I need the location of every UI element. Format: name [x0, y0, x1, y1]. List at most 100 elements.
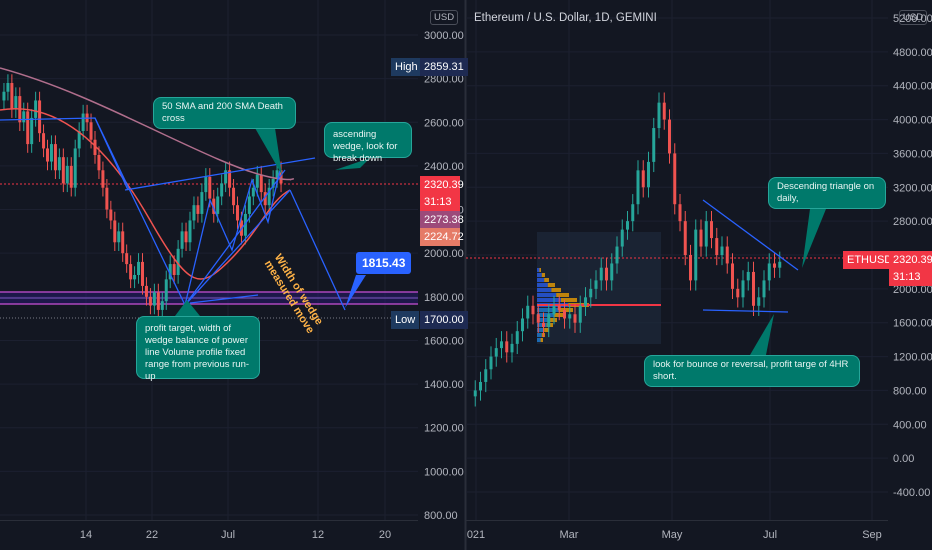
countdown-tag: 31:13 — [420, 193, 460, 211]
right-candle-body — [662, 102, 666, 120]
left-candle-body — [113, 220, 117, 243]
left-candle-body — [42, 133, 46, 149]
right-price-tick: 400.00 — [893, 419, 927, 431]
left-candle-body — [22, 111, 26, 123]
right-currency-button[interactable]: USD — [899, 10, 928, 25]
right-candle-body — [510, 343, 514, 353]
left-candle-body — [236, 205, 239, 221]
right-candle-body — [626, 221, 629, 230]
chart-title: Ethereum / U.S. Dollar, 1D, GEMINI — [474, 12, 657, 24]
right-candle-body — [715, 238, 719, 255]
right-price-tick: 3200.00 — [893, 182, 932, 194]
right-candle-body — [584, 297, 587, 306]
wedge-pointer — [335, 158, 370, 170]
volume-profile-bar — [537, 293, 557, 297]
left-candle-body — [65, 165, 69, 184]
trend-line-a — [94, 117, 129, 191]
death-cross-note-text: 50 SMA and 200 SMA Death cross — [162, 101, 283, 124]
volume-profile-bar-sell — [558, 308, 573, 312]
right-candle-body — [678, 204, 682, 222]
left-candle-body — [196, 205, 200, 214]
left-candle-body — [200, 192, 204, 214]
left-price-tick: 1200.00 — [424, 423, 464, 435]
left-candle-body — [176, 248, 180, 275]
left-candle-body — [109, 209, 113, 221]
right-candle-body — [479, 381, 482, 391]
left-candle-body — [259, 174, 263, 193]
sma50-price-tag: 2224.72 — [420, 228, 464, 246]
left-price-tick: 2400.00 — [424, 161, 464, 173]
descending-triangle-note-text: Descending triangle on daily, — [777, 181, 875, 204]
left-candle-body — [10, 83, 14, 110]
bounce-note-pointer — [750, 314, 774, 355]
right-candle-body — [536, 314, 540, 323]
left-candle-body — [26, 111, 30, 145]
left-candle-body — [184, 231, 188, 243]
right-candle-body — [741, 280, 745, 298]
high-price-tag: 2859.31 — [420, 58, 468, 76]
right-candle-body — [526, 305, 530, 319]
right-candle-body — [699, 229, 703, 247]
death-cross-note[interactable]: 50 SMA and 200 SMA Death cross — [153, 97, 296, 129]
left-candle-body — [160, 301, 164, 310]
right-candle-body — [563, 310, 566, 319]
left-candle-body — [38, 100, 42, 134]
right-price-tick: -400.00 — [893, 487, 930, 499]
left-candle-body — [14, 96, 18, 110]
left-currency-button[interactable]: USD — [430, 10, 459, 25]
right-candle-body — [615, 246, 619, 264]
left-price-tick: 2600.00 — [424, 117, 464, 129]
right-candle-body — [515, 331, 519, 344]
ascending-wedge-note[interactable]: ascending wedge, look for break down — [324, 122, 412, 164]
right-candle-body — [652, 128, 656, 162]
left-candle-body — [137, 261, 141, 275]
volume-profile-bar — [537, 273, 542, 277]
right-candle-body — [594, 280, 598, 289]
right-candle-body — [647, 161, 650, 188]
left-candle-body — [208, 176, 212, 199]
descending-triangle-note[interactable]: Descending triangle on daily, — [768, 177, 886, 209]
volume-profile-bar-sell — [551, 288, 561, 292]
right-candle-body — [542, 322, 545, 327]
volume-profile-bar — [537, 283, 548, 287]
volume-profile-bar — [537, 323, 547, 327]
left-candle-body — [216, 196, 220, 214]
bounce-note[interactable]: look for bounce or reversal, profit targ… — [644, 355, 860, 387]
left-candle-body — [279, 170, 283, 184]
right-candle-body — [589, 288, 593, 298]
right-candle-body — [689, 255, 692, 281]
left-candle-body — [97, 155, 101, 171]
left-candle-body — [133, 275, 137, 280]
target-pointer — [345, 275, 366, 308]
volume-profile-bar-sell — [556, 293, 569, 297]
volume-profile-bar-sell — [549, 318, 557, 322]
right-candle-body — [710, 221, 713, 239]
right-price-tick: 1200.00 — [893, 352, 932, 364]
right-time-tick: Jul — [763, 529, 777, 541]
right-candle-body — [704, 221, 708, 247]
right-countdown-tag: 31:13 — [889, 268, 932, 286]
profit-target-note[interactable]: profit target, width of wedge balance of… — [136, 316, 260, 382]
right-candle-body — [736, 288, 740, 298]
triangle-lower-line — [702, 309, 789, 313]
left-candle-body — [156, 292, 160, 310]
left-candle-body — [93, 139, 97, 155]
left-candle-body — [73, 148, 77, 188]
right-time-tick: Sep — [862, 529, 882, 541]
target-price-label: 1815.43 — [356, 252, 412, 274]
left-candle-body — [212, 198, 216, 214]
volume-profile-bar-sell — [541, 273, 545, 277]
right-candle-body — [599, 267, 603, 281]
left-candle-body — [152, 292, 156, 306]
right-price-tick: 1600.00 — [893, 318, 932, 330]
right-price-tick: 4400.00 — [893, 81, 932, 93]
left-candle-body — [30, 117, 34, 145]
right-time-tick: May — [662, 529, 683, 541]
left-candle-body — [255, 174, 259, 188]
right-candle-body — [694, 229, 698, 281]
left-candle-body — [53, 144, 57, 171]
volume-profile-bar — [537, 298, 561, 302]
left-price-tick: 3000.00 — [424, 30, 464, 42]
